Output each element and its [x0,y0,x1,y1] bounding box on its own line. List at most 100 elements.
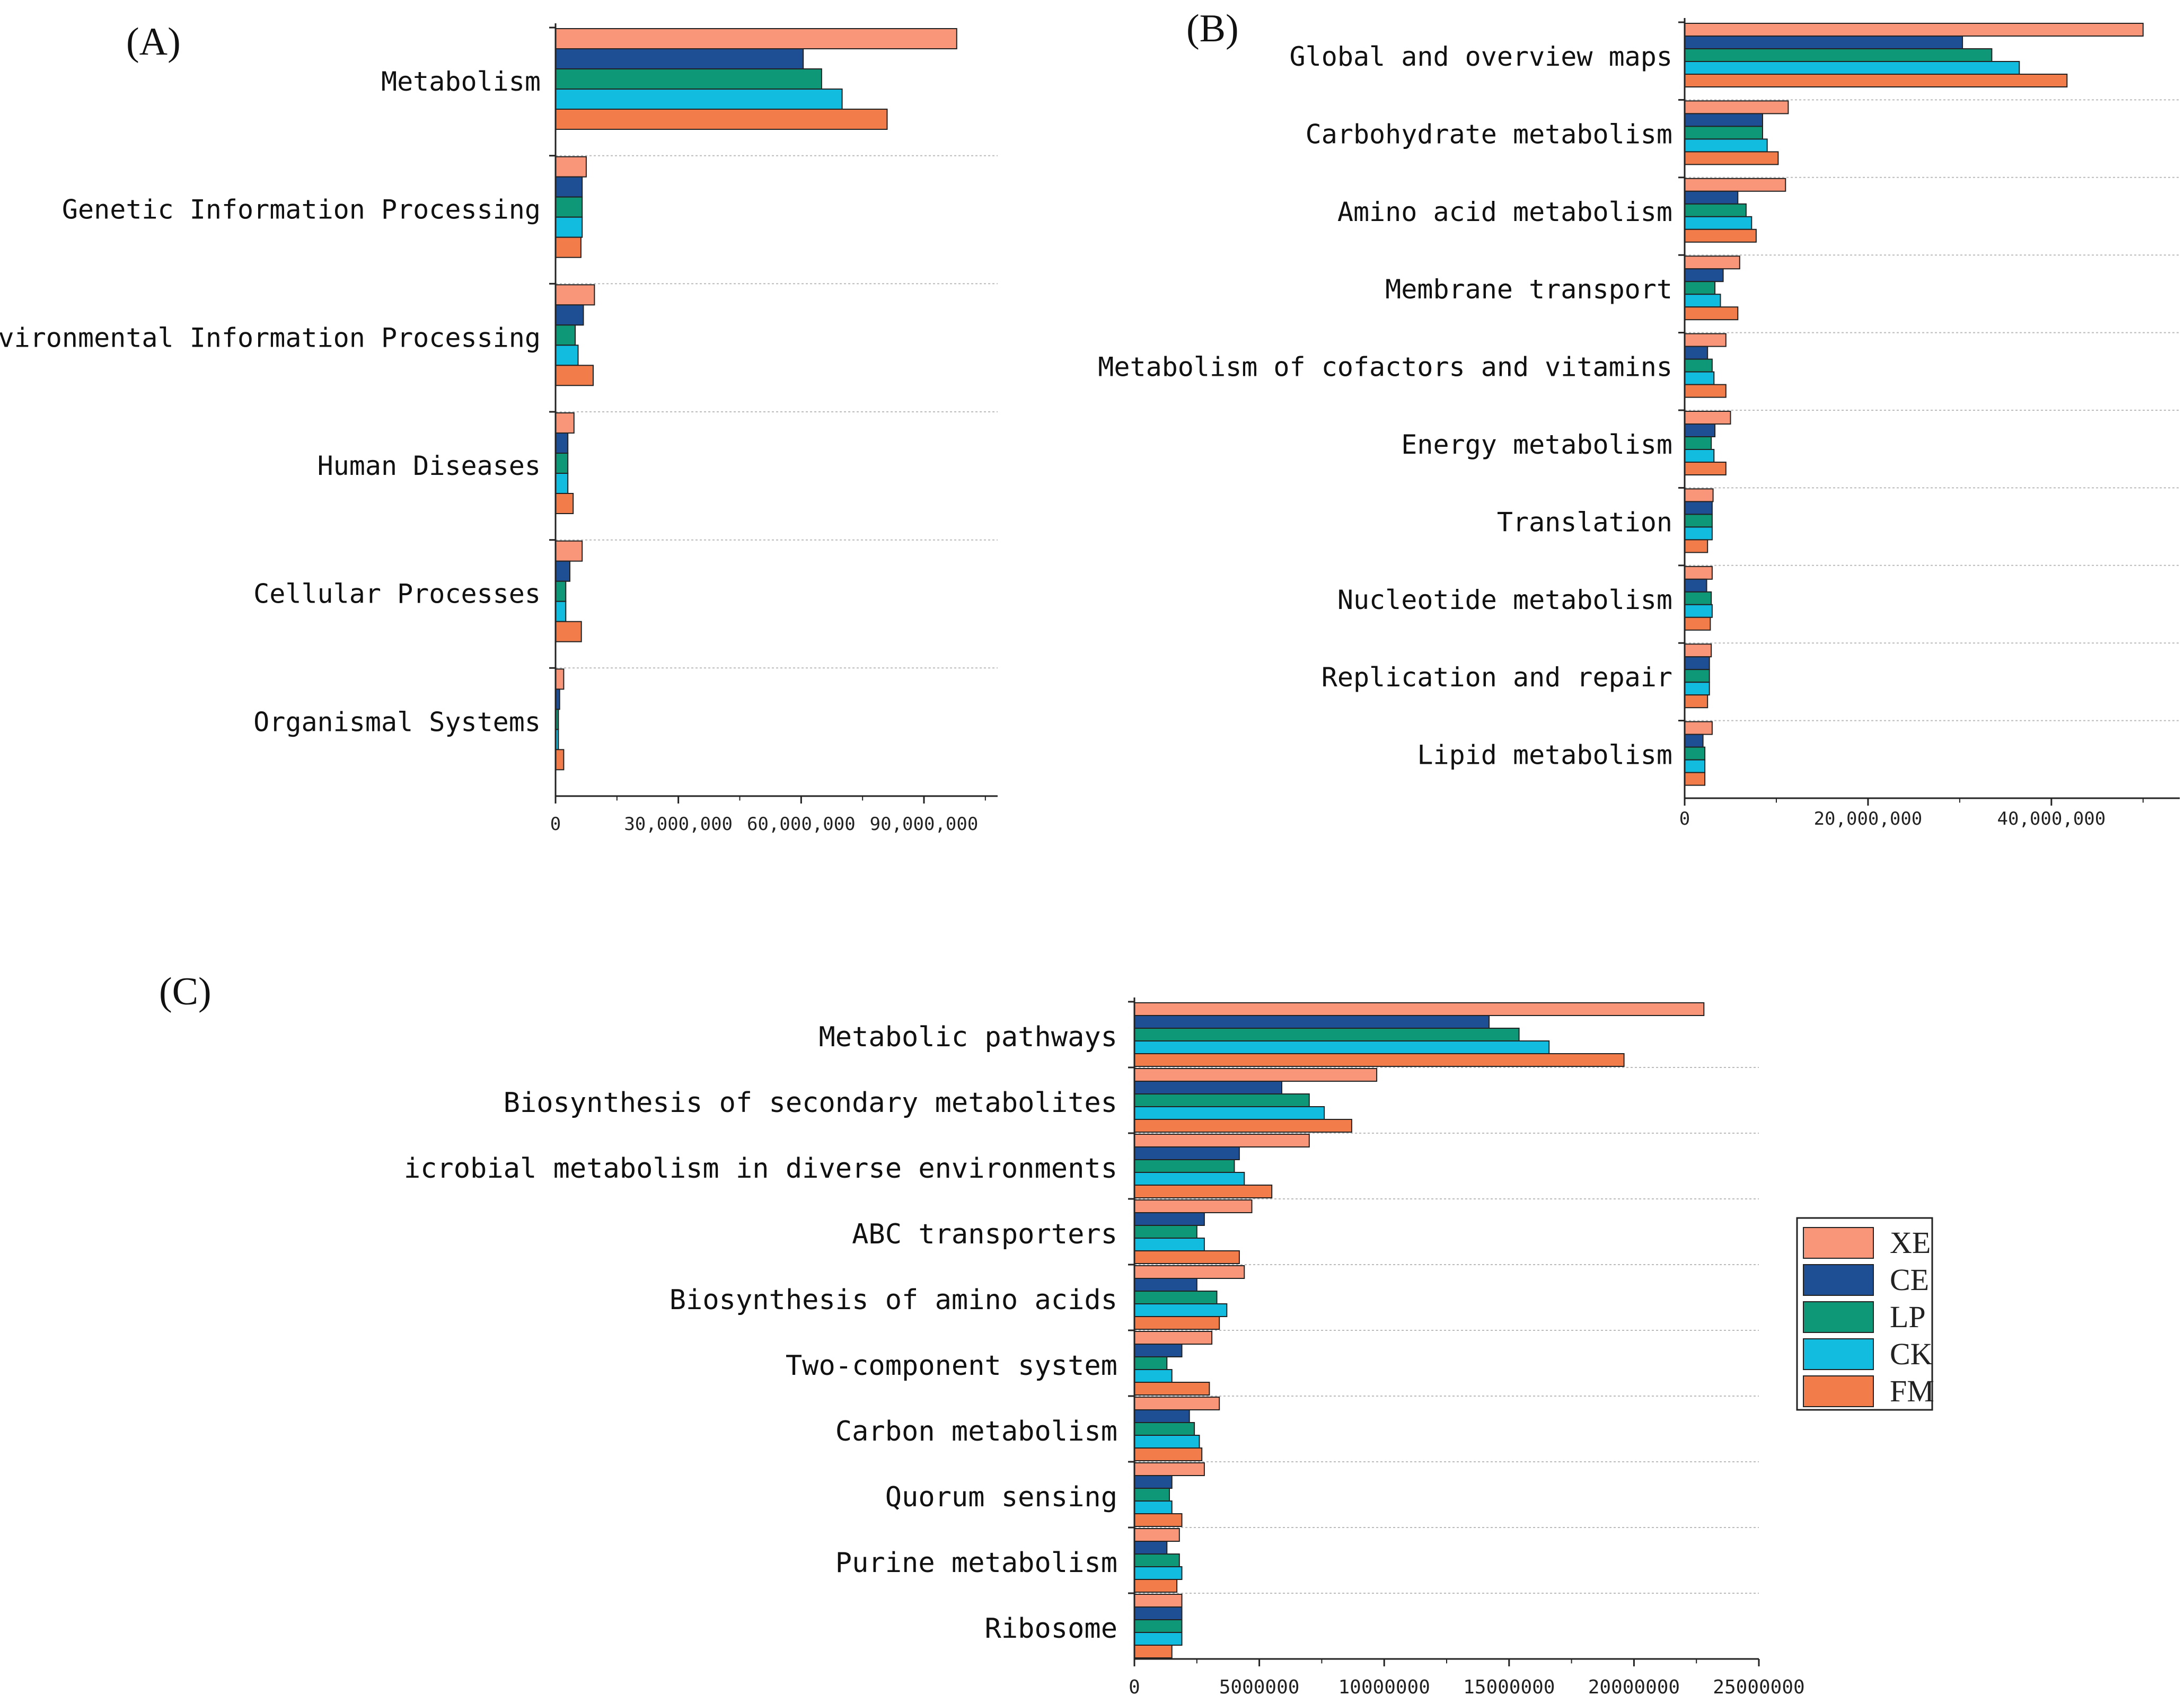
bar-lp-1 [555,196,583,218]
bar-ce-1 [555,176,583,198]
bar-ck-3 [1684,294,1721,308]
bar-ck-6 [1684,526,1713,541]
legend-swatch-xe [1803,1227,1874,1259]
category-label: Quorum sensing [885,1481,1117,1513]
bar-ce-0 [1684,36,1963,49]
bar-ce-5 [1684,423,1716,437]
legend-swatch-fm [1803,1375,1874,1407]
panel-c-x-ticks: 0 5000000 10000000 15000000 20000000 25000000 [1129,1659,1805,1698]
legend-swatch-ce [1803,1264,1874,1296]
category-label: Ribosome [985,1613,1117,1645]
bar-fm-4 [1684,384,1727,398]
bar-lp-6 [1134,1422,1195,1436]
bar-xe-3 [555,412,575,434]
legend-label-lp: LP [1890,1300,1926,1334]
bar-fm-1 [1684,151,1779,165]
bar-ck-7 [1134,1500,1173,1514]
panel-a-label: (A) [126,20,181,64]
bar-xe-0 [1684,23,2144,37]
bar-lp-4 [555,580,567,602]
bar-fm-9 [1684,772,1706,786]
category-label: Metabolism [381,66,541,97]
bar-ck-9 [1134,1632,1183,1646]
panel-b-axes [1678,18,2180,799]
bar-ce-3 [555,432,569,454]
category-label: Global and overview maps [1290,41,1672,72]
x-tick-label: 90,000,000 [870,814,979,835]
bar-lp-0 [1134,1028,1520,1041]
bar-ce-2 [1134,1146,1240,1160]
bar-ce-2 [555,304,584,326]
bar-fm-8 [1684,694,1709,709]
category-label: ABC transporters [852,1219,1117,1250]
panel-a-x-ticks: 0 30,000,000 60,000,000 90,000,000 [550,796,986,835]
bar-ce-6 [1684,501,1713,515]
category-label: Biosynthesis of secondary metabolites [504,1087,1117,1119]
bar-fm-3 [1134,1250,1240,1264]
bar-ck-3 [1134,1238,1205,1251]
bar-xe-6 [1134,1397,1220,1410]
bar-fm-4 [1134,1316,1220,1330]
category-label: Human Diseases [318,451,541,481]
bar-ck-2 [1684,216,1753,230]
bar-ce-8 [1134,1541,1168,1555]
bar-fm-8 [1134,1579,1178,1593]
bar-fm-6 [1684,539,1709,553]
legend-label-xe: XE [1890,1225,1931,1260]
bar-ck-2 [555,345,579,366]
bar-ce-9 [1684,734,1704,748]
category-label: Amino acid metabolism [1337,197,1672,227]
legend-label-ck: CK [1890,1337,1933,1371]
bar-fm-0 [1684,74,2068,87]
bar-fm-7 [1134,1513,1183,1527]
legend-swatch-ck [1803,1338,1874,1370]
category-label: Energy metabolism [1401,429,1672,460]
bar-lp-8 [1684,669,1710,683]
category-label: Two-component system [786,1350,1117,1382]
bar-ck-9 [1684,759,1706,773]
x-tick-label: 25000000 [1713,1676,1804,1698]
bar-fm-5 [1684,462,1727,475]
bar-lp-4 [1134,1291,1218,1304]
panel-c-bar-chart: (C) Metabolic pathways Biosynthesis of se… [159,970,1805,1698]
category-label: Purine metabolism [835,1547,1117,1579]
bar-ce-0 [555,48,804,69]
category-label: Nucleotide metabolism [1337,585,1672,615]
bar-lp-3 [1684,281,1716,295]
bar-ck-7 [1684,604,1713,618]
bar-xe-9 [1684,721,1713,735]
bar-ck-8 [1134,1566,1183,1580]
bar-ce-1 [1684,113,1763,127]
bar-xe-1 [1134,1068,1378,1082]
bar-lp-7 [1684,591,1712,605]
panel-b-group-separators [1685,99,2180,721]
bar-ce-0 [1134,1015,1490,1029]
bar-ck-4 [1684,371,1715,385]
x-tick-label: 40,000,000 [1997,808,2106,829]
category-label: Translation [1497,507,1672,537]
bar-ck-5 [1684,449,1715,463]
x-tick-label: 0 [550,814,561,835]
bar-xe-1 [1684,100,1789,114]
bar-ck-5 [1134,1369,1173,1383]
bar-lp-5 [1134,1356,1168,1370]
bar-ck-8 [1684,682,1710,696]
legend-label-ce: CE [1890,1262,1929,1297]
category-label: Carbohydrate metabolism [1306,119,1672,149]
category-label: Biosynthesis of amino acids [670,1284,1117,1316]
bar-fm-5 [555,749,565,771]
bar-lp-2 [1684,203,1747,217]
bar-lp-1 [1134,1093,1310,1107]
legend-swatch-lp [1803,1301,1874,1333]
panel-b-x-ticks: 0 20,000,000 40,000,000 [1679,798,2144,829]
category-label: Replication and repair [1322,662,1672,693]
x-tick-label: 5000000 [1219,1676,1300,1698]
bar-fm-2 [1684,228,1757,243]
bar-lp-2 [555,324,576,346]
bar-ce-5 [1134,1344,1183,1357]
bar-ce-3 [1134,1212,1205,1226]
bar-ce-9 [1134,1606,1183,1620]
bar-lp-2 [1134,1159,1235,1173]
bar-fm-6 [1134,1447,1203,1461]
